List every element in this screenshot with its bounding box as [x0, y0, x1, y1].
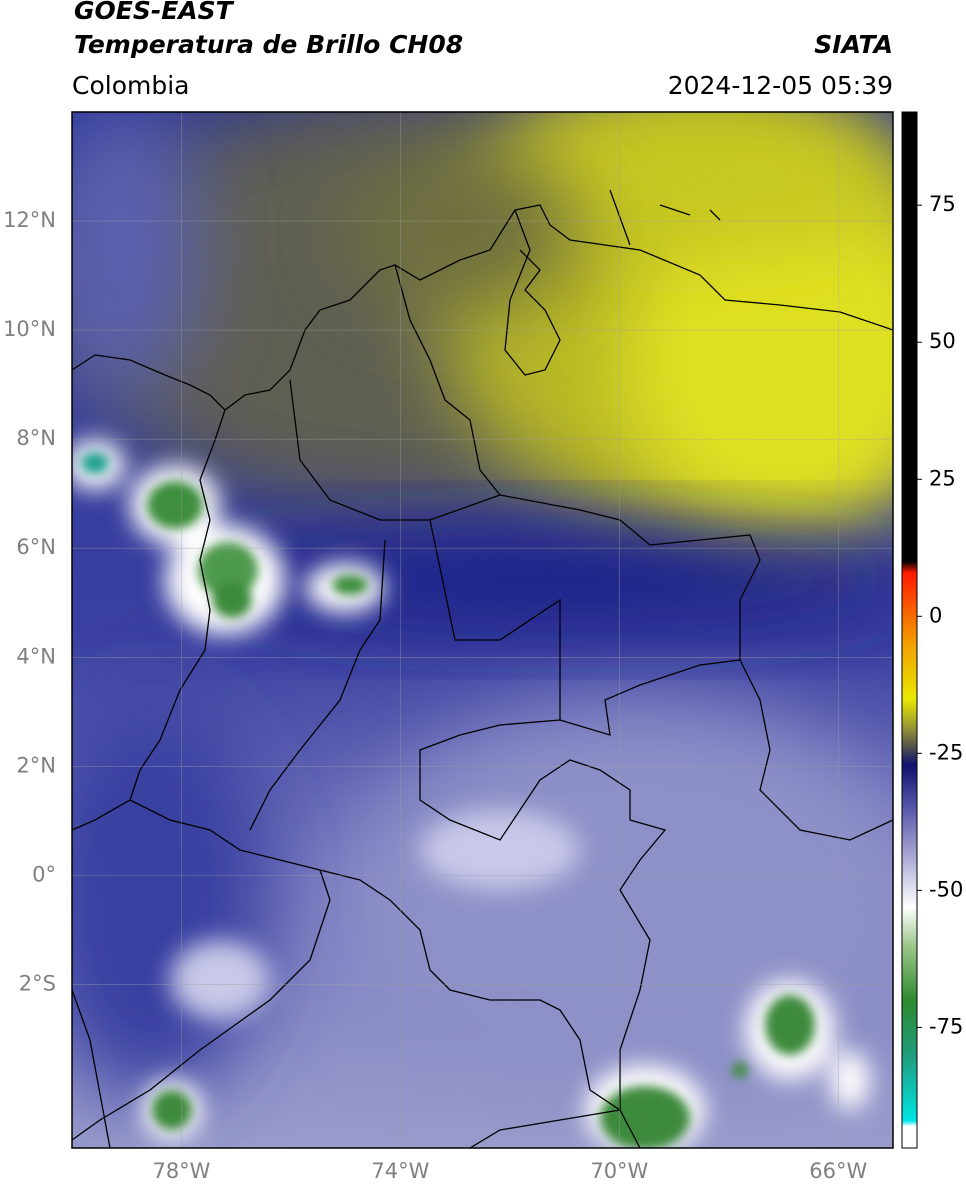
y-tick-label: 0° [32, 862, 56, 886]
colorbar-frame [901, 111, 918, 1149]
colorbar-segment [902, 572, 917, 645]
colorbar-segment [902, 1126, 917, 1149]
colorbar-tick-label: 75 [929, 192, 956, 216]
colorbar-tick-label: -25 [929, 740, 963, 764]
colorbar-segment [902, 862, 917, 908]
colorbar-segment [902, 561, 917, 573]
x-tick-label: 66°W [809, 1159, 867, 1183]
colorbar-segment [902, 112, 917, 562]
satellite-image [72, 112, 893, 1148]
subtitle: Temperatura de Brillo CH08 [74, 30, 463, 59]
colorbar-tick-label: 0 [929, 603, 942, 627]
colorbar-segment [902, 764, 917, 809]
x-tick-label: 74°W [371, 1159, 429, 1183]
region: Colombia [72, 71, 189, 100]
colorbar-segment [902, 643, 917, 700]
colorbar-segment [902, 945, 917, 1001]
map-frame [71, 111, 894, 1149]
colorbar-segment [902, 1120, 917, 1127]
colorbar-tick-label: 25 [929, 466, 956, 490]
colorbar-segment [902, 1000, 917, 1056]
y-tick-label: 12°N [3, 208, 56, 232]
source: SIATA [814, 30, 893, 59]
colorbar-segment [902, 747, 917, 765]
x-tick-label: 70°W [590, 1159, 648, 1183]
y-tick-label: 6°N [16, 535, 56, 559]
colorbar-tick-label: 50 [929, 329, 956, 353]
colorbar-tick-label: -75 [929, 1014, 963, 1038]
colorbar-segment [902, 698, 917, 727]
y-tick-label: 4°N [16, 644, 56, 668]
y-tick-label: 10°N [3, 317, 56, 341]
grid [72, 112, 893, 1148]
colorbar-segment [902, 725, 917, 749]
y-tick-label: 8°N [16, 426, 56, 450]
colorbar-segment [902, 1054, 917, 1122]
colorbar-segment [902, 808, 917, 864]
datetime: 2024-12-05 05:39 [668, 71, 893, 100]
y-tick-label: 2°N [16, 753, 56, 777]
colorbar-tick-label: -50 [929, 877, 963, 901]
y-tick-label: 2°S [19, 971, 56, 995]
colorbar-segment [902, 906, 917, 946]
x-tick-label: 78°W [152, 1159, 210, 1183]
title: GOES-EAST [74, 0, 235, 25]
